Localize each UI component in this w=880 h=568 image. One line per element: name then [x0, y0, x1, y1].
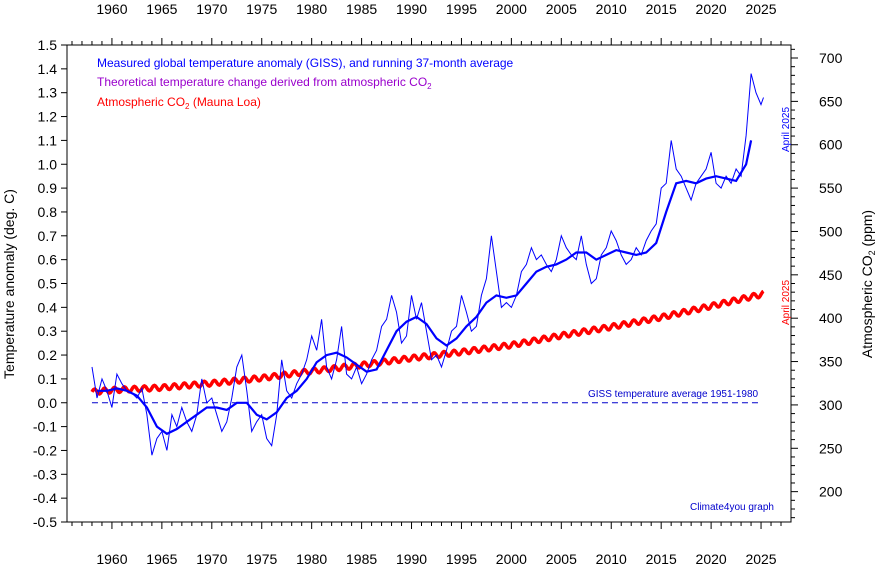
legend-co2-label: Atmospheric CO: [97, 95, 185, 109]
y-tick-label-left: 0.4: [38, 299, 58, 315]
x-tick-label-bottom: 2010: [596, 551, 627, 567]
y-tick-label-right: 250: [819, 440, 843, 456]
y-axis-title-right: Atmospheric CO2 (ppm): [859, 210, 877, 358]
x-tick-label-top: 1965: [146, 1, 177, 17]
legend-temperature: Measured global temperature anomaly (GIS…: [97, 56, 514, 70]
legend-co2: Atmospheric CO2 (Mauna Loa): [97, 95, 261, 111]
y-tick-label-right: 200: [819, 484, 843, 500]
y-tick-label-left: 0.5: [38, 276, 58, 292]
y-tick-label-right: 300: [819, 397, 843, 413]
y-tick-label-right: 500: [819, 223, 843, 239]
x-tick-label-bottom: 1970: [196, 551, 227, 567]
x-tick-label-bottom: 1985: [346, 551, 377, 567]
x-tick-label-bottom: 1995: [446, 551, 477, 567]
x-tick-label-top: 1975: [246, 1, 277, 17]
y-tick-label-left: -0.1: [33, 419, 57, 435]
x-tick-label-bottom: 2025: [745, 551, 776, 567]
y-axis-title-right-sub: 2: [867, 250, 877, 255]
x-tick-label-bottom: 2000: [496, 551, 527, 567]
y-tick-label-right: 450: [819, 267, 843, 283]
x-tick-label-top: 1990: [396, 1, 427, 17]
credit-annotation: Climate4you graph: [690, 502, 774, 513]
x-tick-label-bottom: 2005: [546, 551, 577, 567]
x-tick-label-top: 2015: [646, 1, 677, 17]
legend-co2-tail: (Mauna Loa): [189, 95, 260, 109]
x-tick-label-bottom: 1975: [246, 551, 277, 567]
legend-co2-sub: 2: [185, 102, 190, 111]
x-tick-label-top: 1985: [346, 1, 377, 17]
x-tick-label-top: 2010: [596, 1, 627, 17]
legend-theoretical-sub: 2: [427, 82, 432, 91]
temperature-line: [91, 73, 764, 456]
legend-temperature-label: Measured global temperature anomaly (GIS…: [97, 56, 514, 70]
y-tick-label-right: 700: [819, 50, 843, 66]
x-tick-label-top: 2005: [546, 1, 577, 17]
y-tick-label-left: 0.3: [38, 323, 58, 339]
x-tick-label-top: 2000: [496, 1, 527, 17]
y-axis-title-right-unit: (ppm): [859, 210, 875, 250]
x-tick-label-bottom: 1965: [146, 551, 177, 567]
y-tick-label-left: 1.3: [38, 85, 58, 101]
y-axis-right: 200 250 300 350 400 450 500 550 600 650 700: [791, 48, 843, 519]
plot-frame: [66, 44, 792, 523]
x-tick-label-top: 1995: [446, 1, 477, 17]
legend-theoretical: Theoretical temperature change derived f…: [97, 75, 432, 91]
y-tick-label-left: 1.5: [38, 37, 58, 53]
y-tick-label-right: 550: [819, 180, 843, 196]
y-tick-label-left: 0.2: [38, 347, 58, 363]
y-tick-label-left: 1.2: [38, 109, 58, 125]
y-tick-label-left: 0.0: [38, 395, 58, 411]
co2-line: [90, 289, 765, 396]
y-tick-label-right: 350: [819, 354, 843, 370]
running-average-line: [97, 140, 753, 436]
x-tick-label-top: 1970: [196, 1, 227, 17]
y-axis-title-right-main: Atmospheric CO: [859, 255, 875, 358]
y-tick-label-right: 400: [819, 310, 843, 326]
y-tick-label-left: 0.8: [38, 204, 58, 220]
x-tick-label-top: 1980: [296, 1, 327, 17]
y-tick-label-left: 1.4: [38, 61, 58, 77]
y-tick-label-left: 0.6: [38, 252, 58, 268]
y-tick-label-left: 0.7: [38, 228, 58, 244]
x-tick-label-top: 2020: [696, 1, 727, 17]
legend-theoretical-label: Theoretical temperature change derived f…: [97, 75, 427, 89]
x-tick-label-top: 2025: [745, 1, 776, 17]
y-tick-label-left: 0.1: [38, 371, 58, 387]
x-tick-label-bottom: 1980: [296, 551, 327, 567]
x-tick-label-bottom: 1990: [396, 551, 427, 567]
y-tick-label-left: -0.4: [33, 490, 57, 506]
y-tick-label-left: -0.5: [33, 514, 57, 530]
x-axis-bottom: 1960 1965 1970 1975 1980 1985 1990 1995 2000 2005…: [71, 522, 782, 567]
y-tick-label-right: 600: [819, 137, 843, 153]
x-tick-label-bottom: 2015: [646, 551, 677, 567]
y-axis-title-left: Temperature anomaly (deg. C): [1, 189, 17, 379]
series-layer: [90, 73, 765, 456]
co2-end-annotation: April 2025: [781, 280, 792, 325]
y-tick-label-left: -0.2: [33, 442, 57, 458]
y-tick-label-left: 1.0: [38, 156, 58, 172]
x-tick-label-bottom: 1960: [96, 551, 127, 567]
y-tick-label-left: -0.3: [33, 466, 57, 482]
x-tick-label-top: 1960: [96, 1, 127, 17]
y-tick-label-right: 650: [819, 93, 843, 109]
x-tick-label-bottom: 2020: [696, 551, 727, 567]
baseline-annotation: GISS temperature average 1951-1980: [588, 389, 759, 400]
x-axis-top: 1960 1965 1970 1975 1980 1985 1990 1995 2000 2005…: [71, 1, 782, 45]
y-tick-label-left: 1.1: [38, 132, 58, 148]
y-tick-label-left: 0.9: [38, 180, 58, 196]
y-axis-left: -0.5 -0.4 -0.3 -0.2 -0.1 0.0 0.1 0.2 0.3 0.4 0.5 0.…: [33, 37, 67, 530]
temp-end-annotation: April 2025: [781, 107, 792, 152]
